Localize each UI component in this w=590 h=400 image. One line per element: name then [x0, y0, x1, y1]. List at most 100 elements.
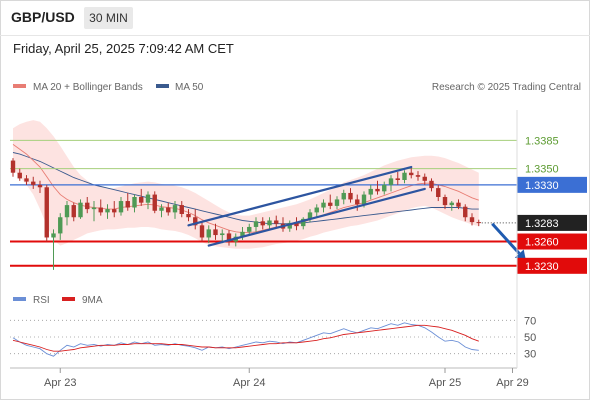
- level-1-3283-tag: [517, 214, 587, 231]
- candle-body: [436, 188, 441, 197]
- candle-body: [31, 181, 36, 185]
- candle-body: [159, 207, 164, 211]
- candle-body: [64, 205, 70, 218]
- candle-body: [287, 222, 292, 229]
- candle-body: [71, 205, 76, 218]
- candle-body: [125, 201, 130, 208]
- candle-body: [355, 199, 360, 205]
- candle-body: [78, 202, 83, 218]
- candle-body: [213, 229, 218, 236]
- x-tick-label: Apr 25: [429, 377, 461, 389]
- candle-body: [449, 202, 454, 206]
- channel-upper-line: [187, 165, 413, 227]
- channel-lower-line: [207, 187, 426, 247]
- candle-body: [361, 194, 367, 205]
- candle-body: [274, 220, 279, 224]
- candle-body: [415, 175, 421, 177]
- trend-channel: [187, 165, 426, 247]
- candle-body: [206, 229, 211, 238]
- x-tick-label: Apr 29: [496, 377, 528, 389]
- candle-body: [139, 197, 144, 203]
- candle-body: [98, 207, 103, 213]
- candle-body: [463, 206, 468, 218]
- rsi-tick-30: 30: [524, 349, 536, 361]
- x-axis: Apr 23 Apr 24 Apr 25 Apr 29: [44, 368, 529, 389]
- level-1-3260-tag: [517, 233, 587, 250]
- candle-body: [429, 180, 434, 189]
- rsi-ma-line: [12, 324, 479, 352]
- moving-averages: [12, 144, 479, 234]
- x-tick-label: Apr 23: [44, 377, 76, 389]
- candle-body: [24, 178, 29, 182]
- level-1-3330-tag: [517, 176, 587, 193]
- level-1-3230-tag: [517, 257, 587, 274]
- header-divider: [0, 35, 590, 36]
- candle-body: [456, 202, 461, 207]
- candle-body: [476, 222, 481, 224]
- candle-body: [44, 187, 49, 238]
- bollinger-band-area: [13, 120, 479, 249]
- candle-body: [422, 176, 427, 181]
- candle-body: [368, 188, 373, 195]
- ma20-legend-label: MA 20 + Bollinger Bands: [33, 82, 143, 93]
- candle-body: [118, 201, 124, 213]
- candle-body: [409, 172, 414, 176]
- candle-body: [132, 197, 137, 208]
- candle-body: [247, 226, 252, 232]
- timeframe-badge[interactable]: 30 MIN: [84, 7, 133, 29]
- ma50-legend-swatch: [156, 84, 169, 88]
- candle-body: [17, 172, 22, 179]
- ma50-legend-label: MA 50: [175, 82, 204, 93]
- candle-body: [145, 194, 151, 203]
- candle-body: [85, 202, 90, 210]
- candle-body: [395, 178, 400, 180]
- ma20-legend-swatch: [13, 84, 26, 88]
- rsi-legend-swatch: [13, 297, 26, 301]
- level-1-3350-label: 1.3350: [525, 164, 559, 176]
- candle-body: [166, 207, 171, 213]
- rsi-ma-legend-swatch: [62, 297, 75, 301]
- candle-body: [172, 205, 178, 213]
- candle-body: [314, 207, 319, 213]
- candle-body: [334, 199, 340, 206]
- instrument-title: GBP/USD: [11, 9, 75, 25]
- ma50-line: [12, 152, 479, 225]
- rsi-tick-50: 50: [524, 332, 536, 344]
- candle-body: [301, 218, 306, 227]
- level-1-3283-label: 1.3283: [525, 218, 559, 230]
- rsi-tick-70: 70: [524, 315, 536, 327]
- candle-body: [328, 202, 333, 206]
- level-1-3330-label: 1.3330: [525, 180, 559, 192]
- copyright-text: Research © 2025 Trading Central: [432, 82, 581, 93]
- candle-body: [388, 178, 394, 185]
- candle-body: [307, 212, 313, 219]
- candle-body: [382, 184, 387, 192]
- candle-body: [341, 192, 346, 200]
- candle-body: [220, 233, 225, 236]
- candle-body: [199, 225, 205, 238]
- candle-body: [469, 217, 475, 223]
- candle-body: [402, 172, 407, 180]
- rsi-panel: 70 50 30: [10, 315, 536, 361]
- candle-body: [179, 205, 184, 214]
- level-1-3385-label: 1.3385: [525, 135, 559, 147]
- level-labels: 1.3385 1.3350 1.3330 1.3283 1.3260 1.3230: [517, 135, 587, 274]
- level-1-3260-label: 1.3260: [525, 237, 559, 249]
- level-1-3230-label: 1.3230: [525, 261, 559, 273]
- candle-body: [375, 188, 380, 192]
- candle-body: [294, 222, 299, 227]
- candle-body: [348, 192, 353, 200]
- ma20-line: [12, 144, 479, 234]
- candle-body: [51, 233, 56, 238]
- candle-body: [226, 233, 232, 242]
- candles: [10, 158, 481, 270]
- timestamp: Friday, April 25, 2025 7:09:42 AM CET: [13, 41, 234, 56]
- candle-body: [267, 220, 272, 226]
- candle-body: [193, 217, 198, 226]
- candle-body: [152, 194, 157, 211]
- forecast-arrow-shaft: [491, 222, 521, 255]
- rsi-ma-legend-label: 9MA: [82, 295, 103, 306]
- candle-body: [105, 209, 110, 213]
- candle-body: [112, 209, 117, 213]
- candle-body: [442, 197, 448, 206]
